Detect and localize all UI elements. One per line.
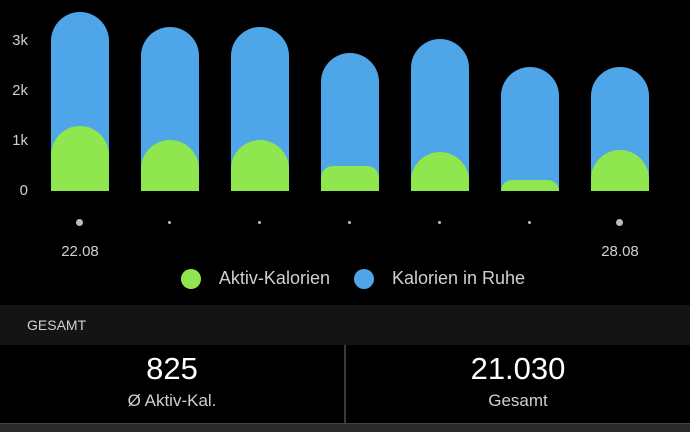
stat-total: 21.030 Gesamt <box>346 345 690 423</box>
bar-active-segment <box>591 150 649 191</box>
bar-26.08[interactable] <box>411 39 469 191</box>
bar-24.08[interactable] <box>231 27 289 191</box>
bar-22.08[interactable] <box>51 12 109 191</box>
legend-rest-swatch-icon <box>353 268 374 289</box>
stat-total-label: Gesamt <box>488 391 548 410</box>
legend-active-label: Aktiv-Kalorien <box>218 268 330 288</box>
y-tick-2k: 2k <box>12 82 28 99</box>
legend-active-swatch-icon <box>180 268 201 289</box>
y-tick-0: 0 <box>19 182 28 199</box>
x-label-first: 22.08 <box>61 243 99 260</box>
x-dot-28 <box>616 219 623 226</box>
bar-27.08[interactable] <box>501 67 559 191</box>
chart-legend: Aktiv-Kalorien Kalorien in Ruhe <box>0 268 690 289</box>
bar-active-segment <box>321 166 379 191</box>
bar-active-segment <box>501 180 559 191</box>
x-dot <box>258 221 261 224</box>
legend-rest-label: Kalorien in Ruhe <box>391 268 526 288</box>
bar-active-segment <box>51 126 109 191</box>
stats-divider <box>344 345 346 423</box>
bar-25.08[interactable] <box>321 53 379 191</box>
bar-active-segment <box>141 140 199 191</box>
section-title: GESAMT <box>27 317 87 333</box>
bar-active-segment <box>411 152 469 191</box>
x-label-last: 28.08 <box>601 243 639 260</box>
bar-23.08[interactable] <box>141 27 199 191</box>
bar-active-segment <box>231 140 289 191</box>
y-tick-1k: 1k <box>12 132 28 149</box>
stat-avg-active: 825 Ø Aktiv-Kal. <box>0 345 344 423</box>
stat-avg-active-label: Ø Aktiv-Kal. <box>127 391 217 410</box>
bottom-edge <box>0 423 690 432</box>
stat-total-value: 21.030 <box>470 351 566 386</box>
x-dot <box>168 221 171 224</box>
section-header: GESAMT <box>0 305 690 345</box>
y-tick-3k: 3k <box>12 32 28 49</box>
x-dot <box>348 221 351 224</box>
x-dot <box>528 221 531 224</box>
stat-avg-active-value: 825 <box>146 351 198 386</box>
x-dot <box>438 221 441 224</box>
x-dot-22 <box>76 219 83 226</box>
bar-28.08[interactable] <box>591 67 649 191</box>
